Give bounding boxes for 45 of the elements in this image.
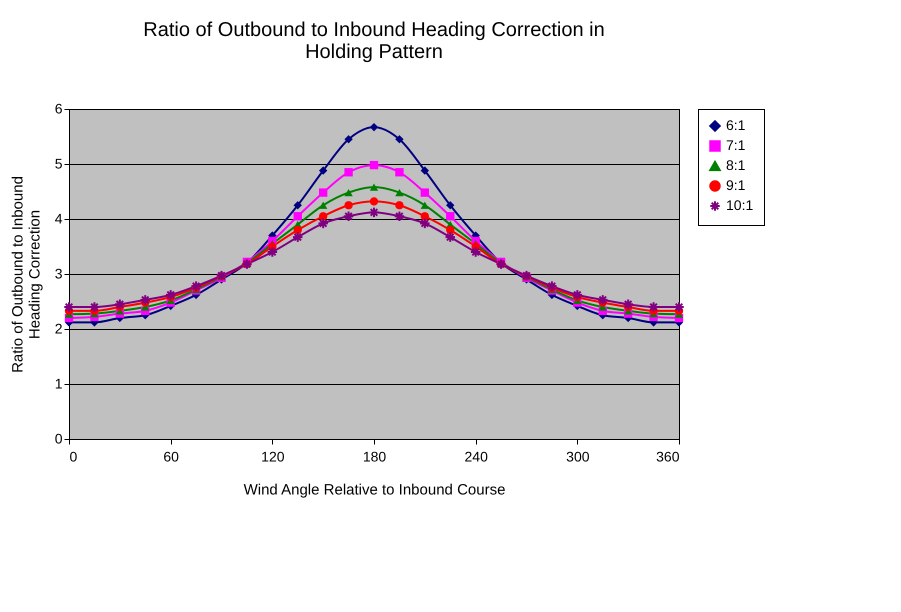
y-tick-label: 1: [54, 376, 63, 392]
text: Holding Pattern: [305, 41, 443, 63]
point: [546, 280, 558, 292]
point: [317, 218, 329, 230]
text: Heading Correction: [26, 210, 44, 340]
legend-label: 7:1: [726, 137, 746, 153]
point: [597, 294, 608, 306]
point: [419, 218, 431, 230]
x-tick-label: 360: [656, 448, 680, 464]
x-tick-label: 120: [261, 448, 285, 464]
point: [114, 298, 126, 310]
legend-label: 8:1: [726, 157, 746, 173]
point: [520, 270, 532, 282]
point: [190, 280, 202, 292]
point: [164, 289, 176, 301]
point: [342, 210, 354, 222]
x-tick-label: 300: [566, 448, 590, 464]
text: Ratio of Outbound to Inbound Heading Correction in: [143, 19, 605, 41]
legend-label: 6:1: [726, 117, 746, 133]
point: [394, 210, 406, 222]
point: [444, 231, 456, 243]
point: [140, 294, 151, 306]
y-tick-label: 0: [54, 430, 63, 446]
x-tick-label: 180: [362, 448, 386, 464]
point: [88, 301, 100, 313]
point: [368, 206, 380, 218]
point: [622, 298, 634, 310]
legend-label: 9:1: [726, 177, 746, 193]
point: [470, 246, 482, 258]
y-tick-label: 6: [54, 100, 63, 116]
text: Ratio of Outbound to Inbound: [10, 176, 27, 373]
point: [292, 231, 304, 243]
point: [266, 246, 278, 258]
point: [648, 301, 660, 313]
x-axis-title: Wind Angle Relative to Inbound Course: [244, 482, 506, 498]
x-tick-label: 60: [163, 448, 180, 464]
point: [216, 270, 228, 282]
x-tick-label: 240: [464, 448, 488, 464]
y-tick-label: 5: [54, 156, 63, 172]
y-tick-label: 2: [54, 320, 63, 336]
point: [572, 289, 584, 301]
y-tick-label: 4: [54, 210, 63, 226]
legend-label: 10:1: [726, 197, 754, 213]
y-tick-label: 3: [54, 266, 63, 282]
x-tick-label: 0: [70, 448, 78, 464]
